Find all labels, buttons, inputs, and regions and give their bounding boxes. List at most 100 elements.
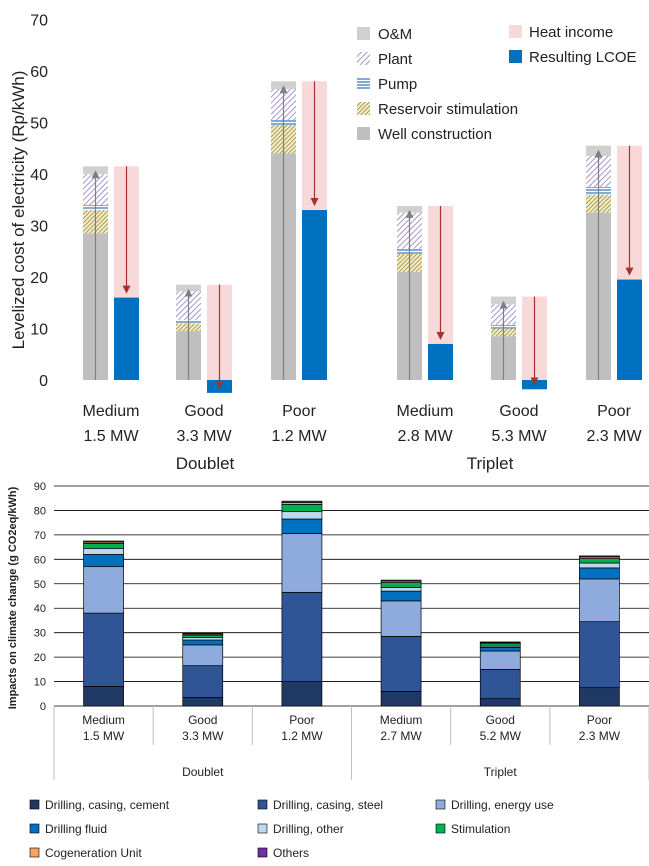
lcoe-bar-o-m xyxy=(397,205,422,213)
climate-y-axis-label: Impacts on climate change (g CO2eq/kWh) xyxy=(7,486,19,709)
legend-swatch-heat-income xyxy=(509,25,522,38)
lcoe-category-sublabel: 5.3 MW xyxy=(491,428,547,445)
lcoe-y-axis-label: Levelized cost of electricity (Rp/kWh) xyxy=(9,71,28,350)
lcoe-group-label: Triplet xyxy=(467,454,514,473)
climate-group-label: Doublet xyxy=(182,765,224,779)
climate-ytick-label: 70 xyxy=(34,530,46,542)
lcoe-ytick-label: 50 xyxy=(30,116,48,133)
legend-swatch-drilling-other xyxy=(257,823,268,834)
legend-label: Others xyxy=(273,846,309,860)
lcoe-category-4: Medium 2.8 MW xyxy=(397,205,454,445)
legend-swatch-o-m xyxy=(357,27,370,40)
legend-swatch-drilling-energy-use xyxy=(435,799,446,810)
legend-swatch-drilling-casing-steel xyxy=(257,799,268,810)
climate-bar-others xyxy=(479,641,521,644)
climate-ytick-label: 50 xyxy=(34,579,46,591)
legend-label: Well construction xyxy=(378,126,492,143)
lcoe-category-sublabel: 3.3 MW xyxy=(176,428,232,445)
climate-bar-drilling-casing-steel xyxy=(579,621,620,689)
climate-bar-drilling-energy-use xyxy=(182,644,224,667)
legend-swatch-stimulation xyxy=(435,823,446,834)
climate-ytick-label: 10 xyxy=(34,677,46,689)
lcoe-category-label: Poor xyxy=(282,403,316,420)
climate-bar-others xyxy=(579,555,620,558)
climate-bar-drilling-fluid xyxy=(380,590,422,602)
lcoe-category-label: Good xyxy=(499,403,538,420)
climate-category-sublabel: 1.5 MW xyxy=(83,729,125,743)
climate-category-sublabel: 1.2 MW xyxy=(281,729,323,743)
legend-label: O&M xyxy=(378,26,412,43)
climate-bar-drilling-fluid xyxy=(579,567,620,580)
lcoe-category-5: Good 5.3 MW xyxy=(491,296,547,445)
legend-label: Plant xyxy=(378,51,413,68)
lcoe-ytick-label: 70 xyxy=(30,13,48,30)
climate-bar-drilling-other xyxy=(281,511,323,520)
legend-swatch-plant xyxy=(357,52,370,65)
legend-swatch-drilling-fluid xyxy=(29,823,40,834)
climate-bar-stimulation xyxy=(479,643,521,647)
legend-label: Drilling fluid xyxy=(45,822,107,836)
climate-chart: 0 10 20 30 40 50 60 70 80 90 Impacts on climate ch… xyxy=(7,481,649,860)
lcoe-category-label: Medium xyxy=(83,403,140,420)
lcoe-category-6: Poor 2.3 MW xyxy=(586,145,642,445)
climate-bar-drilling-other xyxy=(83,547,124,555)
climate-bar-drilling-casing-steel xyxy=(281,591,323,682)
legend-label: Drilling, other xyxy=(273,822,344,836)
lcoe-bar-resulting-lcoe xyxy=(428,343,453,380)
climate-ytick-label: 0 xyxy=(40,701,46,713)
climate-category-2: Good 3.3 MW xyxy=(182,633,224,743)
climate-bar-drilling-casing-steel xyxy=(380,635,422,692)
climate-category-label: Medium xyxy=(82,713,125,727)
climate-bar-drilling-fluid xyxy=(83,554,124,568)
lcoe-group-label: Doublet xyxy=(176,454,235,473)
climate-category-label: Poor xyxy=(289,713,314,727)
climate-category-sublabel: 2.7 MW xyxy=(380,729,422,743)
climate-bar-drilling-energy-use xyxy=(83,566,124,614)
climate-category-label: Medium xyxy=(380,713,423,727)
climate-category-label: Poor xyxy=(587,713,612,727)
legend-label: Heat income xyxy=(529,24,613,41)
lcoe-ytick-label: 60 xyxy=(30,64,48,81)
lcoe-bar-resulting-lcoe xyxy=(302,210,327,380)
climate-category-sublabel: 5.2 MW xyxy=(480,729,522,743)
lcoe-category-label: Poor xyxy=(597,403,631,420)
legend-label: Resulting LCOE xyxy=(529,49,637,66)
climate-bar-drilling-energy-use xyxy=(281,533,323,593)
climate-bar-drilling-fluid xyxy=(479,646,521,652)
lcoe-ytick-label: 20 xyxy=(30,270,48,287)
climate-bar-stimulation xyxy=(380,582,422,588)
climate-group-label: Triplet xyxy=(484,765,518,779)
climate-category-4: Medium 2.7 MW xyxy=(380,579,423,743)
legend-label: Reservoir stimulation xyxy=(378,101,518,118)
climate-bar-drilling-energy-use xyxy=(579,578,620,623)
climate-category-sublabel: 3.3 MW xyxy=(182,729,224,743)
lcoe-category-label: Medium xyxy=(397,403,454,420)
climate-bar-drilling-energy-use xyxy=(479,650,521,670)
climate-bar-drilling-other xyxy=(579,562,620,569)
climate-bar-others xyxy=(83,540,124,543)
lcoe-ytick-label: 10 xyxy=(30,322,48,339)
lcoe-category-sublabel: 2.3 MW xyxy=(586,428,642,445)
climate-ytick-label: 60 xyxy=(34,554,46,566)
lcoe-ytick-label: 0 xyxy=(39,373,48,390)
climate-category-3: Poor 1.2 MW xyxy=(281,500,323,743)
lcoe-bar-resulting-lcoe xyxy=(522,380,547,390)
climate-category-1: Medium 1.5 MW xyxy=(82,540,125,743)
climate-category-5: Good 5.2 MW xyxy=(479,641,522,743)
climate-category-label: Good xyxy=(486,713,515,727)
lcoe-bar-resulting-lcoe xyxy=(617,279,642,380)
climate-bar-drilling-fluid xyxy=(281,518,323,535)
legend-label: Cogeneration Unit xyxy=(45,846,142,860)
lcoe-category-2: Good 3.3 MW xyxy=(176,284,232,445)
lcoe-ytick-label: 30 xyxy=(30,219,48,236)
lcoe-bar-resulting-lcoe xyxy=(114,297,139,380)
climate-bar-drilling-fluid xyxy=(182,639,224,646)
climate-bar-drilling-casing-cement xyxy=(182,697,224,707)
climate-bar-drilling-casing-cement xyxy=(281,681,323,707)
climate-bar-drilling-energy-use xyxy=(380,600,422,637)
climate-bar-stimulation xyxy=(182,634,224,638)
climate-bar-drilling-casing-steel xyxy=(83,612,124,687)
lcoe-category-sublabel: 1.5 MW xyxy=(83,428,139,445)
